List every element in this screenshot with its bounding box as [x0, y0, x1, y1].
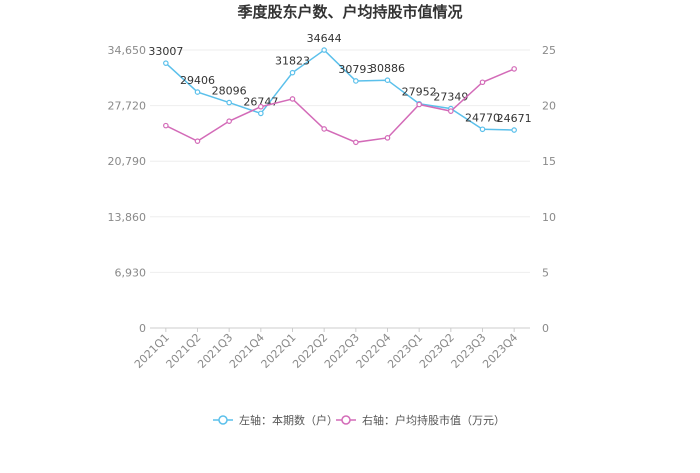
- series-2-point: [226, 118, 232, 124]
- series-1-point: [353, 78, 359, 84]
- legend-marker-1: [218, 415, 228, 425]
- series-2-point: [479, 79, 486, 86]
- series-2-point: [384, 135, 391, 141]
- right-axis: 0 5 10 15 20 25: [542, 44, 556, 335]
- left-tick-label: 27,720: [108, 100, 147, 113]
- legend-label-1: 左轴：本期数（户）: [239, 413, 338, 427]
- series-2-point: [416, 101, 422, 108]
- data-label: 30886: [370, 62, 405, 75]
- series-2-point: [353, 139, 359, 146]
- chart-title: 季度股东户数、户均持股市值情况: [237, 3, 462, 21]
- data-label: 30793: [338, 63, 373, 76]
- series-1-point: [479, 126, 486, 133]
- right-tick-label: 20: [542, 100, 556, 113]
- series-1-point: [511, 127, 517, 133]
- series-line-2: [165, 68, 515, 144]
- x-axis: 2021Q12021Q22021Q32021Q42022Q12022Q22022…: [132, 328, 520, 371]
- left-tick-label: 34,650: [108, 44, 147, 57]
- series-1-point: [321, 47, 327, 53]
- left-tick-label: 0: [139, 322, 146, 335]
- data-label: 27952: [402, 86, 437, 99]
- legend[interactable]: 左轴：本期数（户） 右轴：户均持股市值（万元）: [213, 413, 505, 427]
- left-axis: 0 6,930 13,860 20,790 27,720 34,650: [108, 44, 147, 335]
- series-layer: 3300729406280962674731823346443079330886…: [148, 32, 532, 146]
- series-1-point: [163, 60, 169, 66]
- series-2-point: [448, 108, 454, 114]
- right-tick-label: 5: [542, 266, 549, 279]
- series-1-point: [258, 110, 264, 117]
- data-label: 24770: [465, 111, 500, 124]
- series-1-point: [384, 77, 391, 83]
- data-label: 33007: [148, 45, 183, 58]
- series-2-point: [511, 66, 517, 72]
- series-1-point: [226, 99, 232, 106]
- right-tick-label: 0: [542, 322, 549, 335]
- series-2-point: [163, 122, 169, 129]
- series-2-point: [194, 138, 201, 144]
- grid-lines: [150, 49, 530, 329]
- data-label: 29406: [180, 74, 215, 87]
- series-1-point: [194, 89, 201, 95]
- series-1-point: [289, 69, 296, 76]
- x-tick-label: 2023Q4: [480, 331, 520, 371]
- right-tick-label: 10: [542, 211, 556, 224]
- legend-marker-2: [341, 415, 351, 425]
- left-tick-label: 6,930: [115, 266, 147, 279]
- series-2-point: [321, 126, 327, 132]
- data-label: 31823: [275, 55, 310, 68]
- right-tick-label: 15: [542, 155, 556, 168]
- series-2-point: [289, 96, 296, 102]
- data-label: 28096: [212, 85, 247, 98]
- legend-label-2: 右轴：户均持股市值（万元）: [362, 413, 505, 427]
- right-tick-label: 25: [542, 44, 556, 57]
- series-line-1: [165, 49, 515, 131]
- left-tick-label: 20,790: [108, 155, 147, 168]
- data-label: 24671: [497, 112, 532, 125]
- series-2-point: [258, 103, 264, 110]
- left-tick-label: 13,860: [108, 211, 147, 224]
- data-label: 34644: [307, 32, 342, 45]
- data-label: 27349: [433, 91, 468, 104]
